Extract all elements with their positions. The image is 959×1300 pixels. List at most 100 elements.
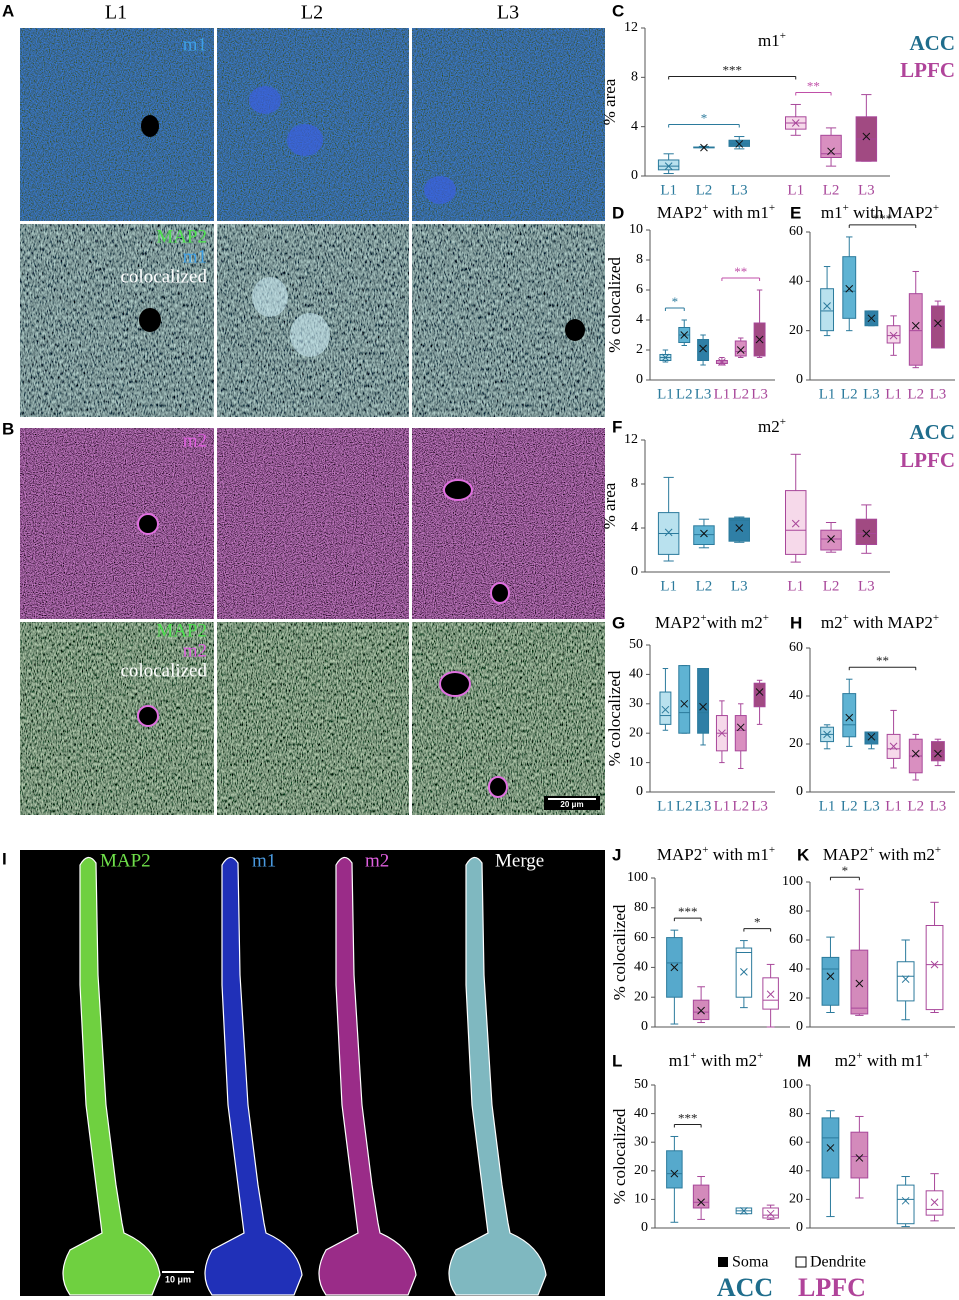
channel-label: m1 [183,246,207,267]
mean-marker [766,990,775,999]
y-axis-label: % colocalized [605,257,624,353]
x-tick-label: L1 [660,578,677,594]
title-part: + [690,1050,696,1062]
mean-marker [697,1006,705,1015]
mean-marker [901,975,910,984]
box [692,1184,710,1209]
panel-letter: B [2,419,14,438]
mean-marker [930,1198,939,1207]
mean-marker [664,528,673,537]
significance-label: *** [678,904,698,919]
chart-title: m2+ with MAP2+ [821,612,939,632]
mean-marker [911,749,920,758]
x-tick-label: L3 [858,182,875,198]
mean-marker [736,346,745,354]
mean-marker [791,119,800,127]
box [896,961,915,1002]
x-tick-label: L3 [695,386,712,402]
mean-marker [680,331,689,339]
mean-marker [930,960,939,969]
y-tick-label: 20 [629,725,643,740]
mean-marker [699,344,707,353]
title-part: m2 [758,417,780,436]
y-tick-label: 30 [634,1134,648,1149]
cell [249,86,281,114]
mean-stroke [697,1006,705,1015]
y-tick-label: 100 [782,874,803,889]
significance-label: * [672,294,679,309]
panel-letter: K [797,845,810,864]
mean-stroke [766,1209,775,1218]
y-tick-label: 4 [636,312,643,327]
title-part: MAP2 [823,845,868,864]
title-part: MAP2 [655,613,700,632]
chart-title: m1+ with MAP2+ [821,202,939,222]
mean-marker [740,1206,748,1215]
box [693,525,715,545]
box [692,999,710,1021]
cell [137,513,159,535]
mean-stroke [867,732,876,741]
x-tick-label: L3 [695,798,712,814]
mean-stroke [862,529,871,538]
channel-label: m2 [365,850,389,871]
mean-stroke [930,1198,939,1207]
y-tick-label: 50 [634,1077,648,1092]
significance-label: *** [678,1110,698,1125]
box [925,925,944,1011]
box [785,490,807,555]
legend-lpfc: LPFC [900,448,955,472]
legend-label: Dendrite [810,1254,866,1271]
mean-stroke [735,524,744,532]
micrograph [20,224,214,417]
panel-letter: M [797,1051,811,1070]
x-tick-label: L1 [885,386,902,402]
mean-stroke [911,321,920,330]
panel-letter: C [612,1,624,20]
y-tick-label: 60 [789,640,803,655]
cell [424,176,456,204]
mean-stroke [827,535,835,543]
mean-stroke [901,1196,910,1205]
x-tick-label: L1 [885,798,902,814]
x-tick-label: L2 [841,798,858,814]
x-tick-label: L3 [858,578,875,594]
legend-label: Soma [732,1254,768,1271]
channel-label: MAP2 [156,620,207,641]
legend-swatch [795,1256,807,1268]
chart-title: m2+ with m1+ [835,1050,930,1070]
box [896,1184,915,1225]
channel-label: MAP2 [156,226,207,247]
cell [565,319,585,341]
mean-stroke [889,331,898,340]
x-tick-label: L3 [731,578,748,594]
significance-label: * [701,111,708,126]
mean-stroke [855,1154,864,1162]
box [697,339,710,361]
mean-marker [718,729,726,738]
mean-stroke [736,346,745,354]
mean-marker [845,284,854,293]
x-tick-label: L3 [863,798,880,814]
title-part: m2 [835,1051,857,1070]
y-tick-label: 0 [631,168,638,183]
title-part: + [700,612,706,624]
title-part: + [757,1050,763,1062]
mean-stroke [826,1144,835,1152]
micrograph [217,428,409,619]
box [842,693,857,738]
mean-stroke [740,1206,748,1215]
mean-stroke [670,1169,679,1178]
x-tick-label: L1 [819,798,836,814]
panel-letter: J [612,845,621,864]
x-tick-label: L2 [676,386,693,402]
x-tick-label: L3 [930,798,947,814]
micrograph [217,28,409,221]
y-tick-label: 0 [641,1019,648,1034]
box [850,1131,869,1179]
mean-stroke [699,344,707,353]
y-tick-label: 8 [631,70,638,85]
mean-stroke [934,319,942,328]
column-label: L1 [105,2,127,24]
y-tick-label: 0 [796,1019,803,1034]
